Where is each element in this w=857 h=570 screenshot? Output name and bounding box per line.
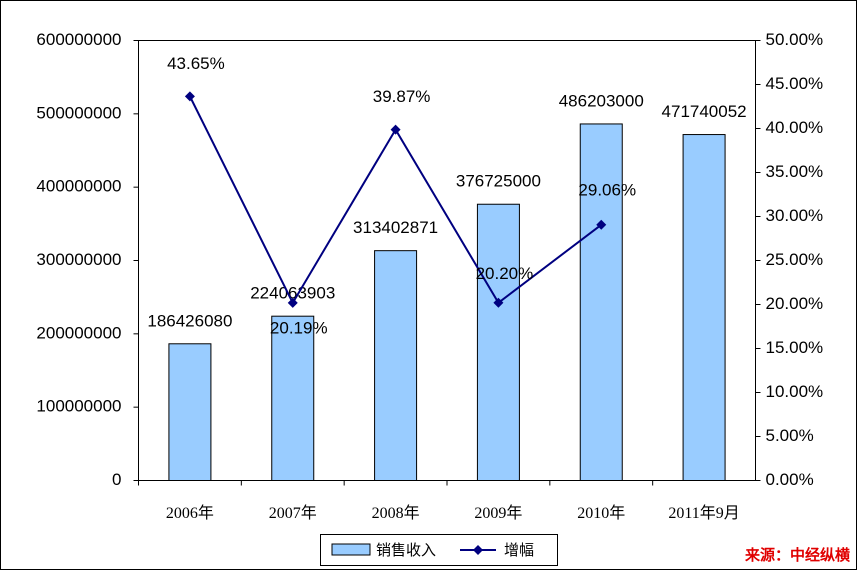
y-tick-label: 0 — [112, 470, 121, 489]
line-marker — [596, 219, 607, 230]
x-tick-label: 2011年9月 — [668, 504, 739, 522]
x-tick-label: 2009年 — [474, 504, 522, 522]
y2-tick-label: 0.00% — [766, 470, 814, 489]
line-marker — [287, 297, 298, 308]
line-value-label: 29.06% — [578, 180, 636, 199]
bar-value-label: 486203000 — [559, 91, 644, 110]
bar — [579, 123, 623, 481]
bar — [682, 134, 726, 482]
y-tick-label: 200000000 — [36, 323, 121, 342]
x-tick-label: 2007年 — [269, 504, 317, 522]
line-marker — [184, 91, 195, 102]
bar — [476, 203, 520, 482]
x-tick-label: 2010年 — [577, 504, 625, 522]
y2-tick-label: 30.00% — [766, 206, 824, 225]
y-tick-label: 300000000 — [36, 250, 121, 269]
y2-tick-label: 10.00% — [766, 382, 824, 401]
bar — [168, 343, 212, 481]
bar-value-label: 224063903 — [250, 284, 335, 303]
bar-value-label: 376725000 — [456, 172, 541, 191]
line-marker — [493, 297, 504, 308]
y-tick-label: 400000000 — [36, 177, 121, 196]
source: 来源：中经纵横 — [744, 546, 851, 564]
y2-tick-label: 25.00% — [766, 250, 824, 269]
y2-tick-label: 20.00% — [766, 294, 824, 313]
line-value-label: 39.87% — [373, 87, 431, 106]
bar — [374, 250, 418, 481]
y-tick-label: 600000000 — [36, 30, 121, 49]
bar-value-label: 313402871 — [353, 218, 438, 237]
y2-tick-label: 35.00% — [766, 162, 824, 181]
bar — [271, 315, 315, 481]
bar-value-label: 186426080 — [147, 311, 232, 330]
x-tick-label: 2008年 — [372, 504, 420, 522]
legend-label: 销售收入 — [376, 542, 436, 559]
y2-tick-label: 50.00% — [766, 30, 824, 49]
x-tick-label: 2006年 — [166, 504, 214, 522]
y2-tick-label: 5.00% — [766, 426, 814, 445]
y-tick-label: 100000000 — [36, 397, 121, 416]
y2-tick-label: 45.00% — [766, 74, 824, 93]
line-value-label: 20.19% — [270, 318, 328, 337]
legend-swatch — [331, 543, 371, 556]
legend-marker — [473, 545, 483, 555]
legend-label: 增幅 — [504, 542, 534, 559]
y-tick-label: 500000000 — [36, 103, 121, 122]
line-marker — [390, 124, 401, 135]
y2-tick-label: 15.00% — [766, 338, 824, 357]
y2-tick-label: 40.00% — [766, 118, 824, 137]
bar-value-label: 471740052 — [662, 102, 747, 121]
line-value-label: 20.20% — [476, 264, 534, 283]
line-value-label: 43.65% — [167, 54, 225, 73]
